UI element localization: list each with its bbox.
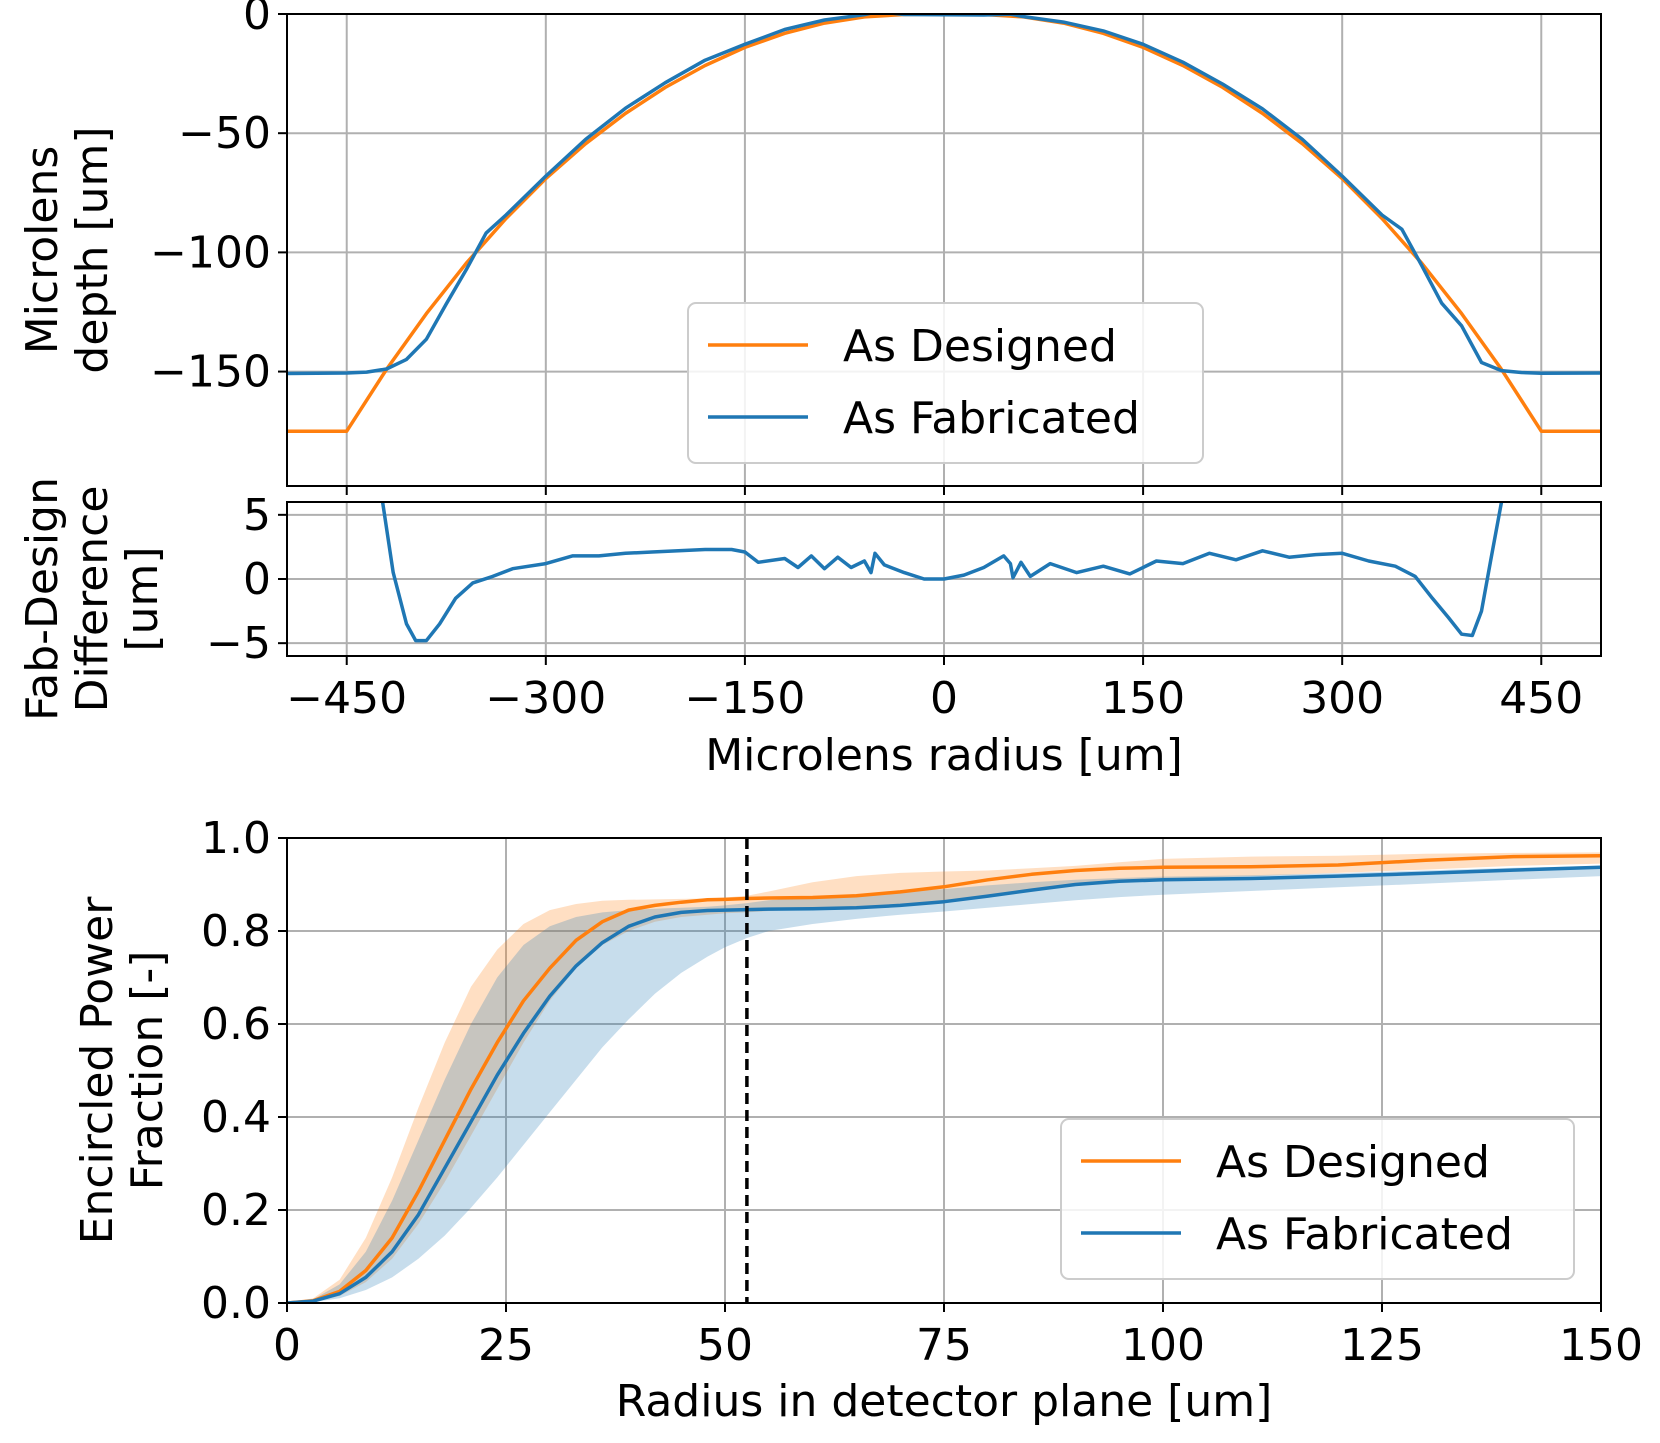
legend-box: [687, 302, 1204, 464]
legend-box: [1060, 1118, 1575, 1280]
designed-series-line: [287, 14, 1601, 433]
y-tick-label: 0.2: [201, 1185, 271, 1236]
y-axis-label: depth [um]: [67, 126, 118, 373]
x-tick-label: 150: [1559, 1320, 1643, 1371]
y-axis-label: Difference: [67, 486, 118, 713]
x-tick-label: 25: [478, 1320, 534, 1371]
legend: As Designed As Fabricated: [687, 302, 1204, 464]
y-axis-label: Encircled Power: [72, 896, 123, 1245]
y-tick-label: 5: [243, 490, 271, 541]
fabricated-series-line: [287, 865, 1601, 1303]
y-tick-label: −100: [150, 227, 271, 278]
y-tick-label: 0.4: [201, 1092, 271, 1143]
y-tick-label: 1.0: [201, 813, 271, 864]
x-axis-label: Radius in detector plane [um]: [616, 1376, 1273, 1427]
x-tick-label: 0: [930, 673, 958, 724]
x-tick-label: 75: [916, 1320, 972, 1371]
y-axis-label: Fab-Design: [17, 477, 68, 721]
y-tick-label: 0: [243, 0, 271, 40]
x-tick-label: 125: [1340, 1320, 1424, 1371]
legend-designed-label: As Designed: [843, 321, 1117, 372]
fabricated-range-band: [287, 865, 1601, 1303]
legend-fabricated-label: As Fabricated: [843, 393, 1140, 444]
y-axis-label: Fraction [-]: [122, 951, 173, 1191]
y-axis-label: Microlens: [17, 146, 68, 355]
x-tick-label: 0: [273, 1320, 301, 1371]
depth-profile-panel: 0 −50 −100 −150 Microlens depth [um] As Design…: [17, 0, 1602, 495]
x-tick-label: 300: [1300, 673, 1384, 724]
plot-area: [380, 502, 1504, 643]
y-tick-label: 0.0: [201, 1278, 271, 1329]
x-tick-label: 50: [697, 1320, 753, 1371]
designed-series-line: [287, 853, 1601, 1303]
legend-fabricated-label: As Fabricated: [1216, 1209, 1513, 1260]
y-tick-label: −150: [150, 347, 271, 398]
y-tick-label: 0: [243, 554, 271, 605]
x-tick-label: 100: [1121, 1320, 1205, 1371]
y-tick-label: 0.8: [201, 906, 271, 957]
x-axis-label: Microlens radius [um]: [705, 730, 1183, 781]
x-tick-label: 450: [1499, 673, 1583, 724]
plot-area: [287, 852, 1601, 1303]
y-tick-label: 0.6: [201, 999, 271, 1050]
x-tick-label: −300: [485, 673, 606, 724]
x-tick-label: −450: [286, 673, 407, 724]
y-axis-label: [um]: [117, 546, 168, 651]
x-tick-label: −150: [684, 673, 805, 724]
difference-series-line: [380, 502, 1504, 643]
legend: As Designed As Fabricated: [1060, 1118, 1575, 1280]
encircled-power-panel: 0 25 50 75 100 125 150 0.0 0.2 0.4 0.6 0.8 1.0 Radius…: [72, 813, 1643, 1427]
difference-panel: −450 −300 −150 0 150 300 450 5 0 −5 Microlens radi…: [17, 477, 1602, 781]
y-tick-label: −5: [206, 618, 271, 669]
legend-designed-label: As Designed: [1216, 1137, 1490, 1188]
y-tick-label: −50: [178, 108, 271, 159]
x-tick-label: 150: [1101, 673, 1185, 724]
